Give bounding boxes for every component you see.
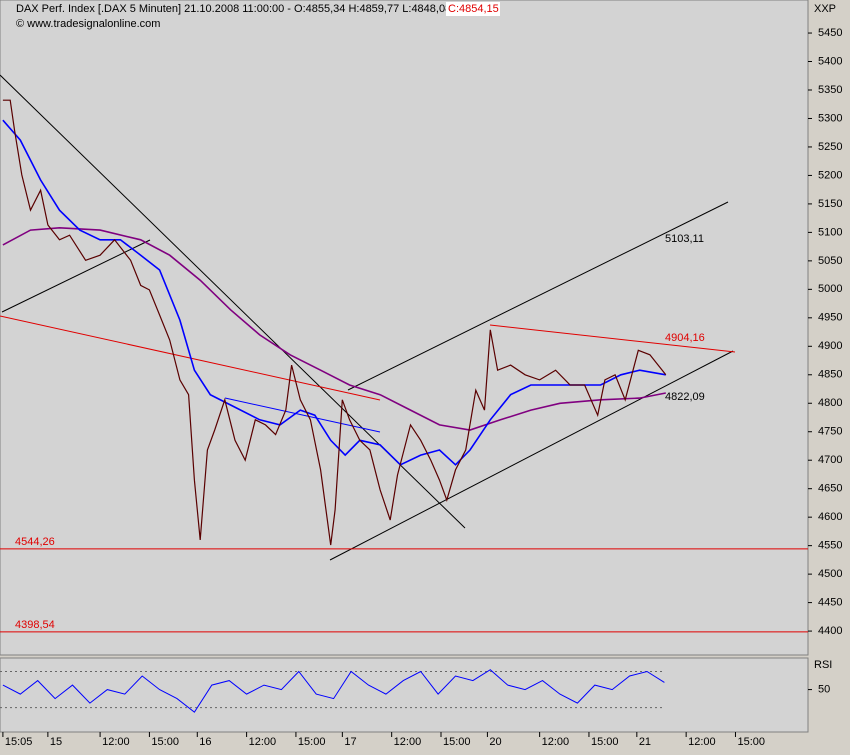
y-tick-label: 4950 (818, 312, 842, 324)
level-label: 4544,26 (15, 536, 55, 548)
trendline (1, 239, 151, 313)
last-close: C:4854,15 (448, 3, 499, 15)
x-tick-label: 15:00 (298, 736, 326, 748)
y-tick-label: 5050 (818, 255, 842, 267)
subtitle: © www.tradesignalonline.com (16, 18, 160, 30)
x-tick-label: 15:05 (5, 736, 33, 748)
y-tick-label: 5000 (818, 283, 842, 295)
y-tick-label: 4750 (818, 426, 842, 438)
trendline (329, 350, 734, 561)
x-tick-label: 16 (199, 736, 211, 748)
y-tick-label: 4400 (818, 625, 842, 637)
y-tick-label: 4700 (818, 454, 842, 466)
rsi-panel (0, 657, 809, 733)
rsi-tick-label: 50 (818, 683, 830, 695)
x-tick-label: 15:00 (151, 736, 179, 748)
trendline (0, 315, 381, 401)
x-tick-label: 15 (50, 736, 62, 748)
y-tick-label: 5150 (818, 198, 842, 210)
rsi-label: RSI (814, 659, 832, 671)
series-line (2, 226, 666, 431)
y-tick-label: 4450 (818, 597, 842, 609)
y-tick-label: 4550 (818, 540, 842, 552)
y-tick-label: 4850 (818, 369, 842, 381)
annotation: 4822,09 (665, 391, 705, 403)
trendline (489, 324, 736, 353)
y-tick-label: 5250 (818, 141, 842, 153)
y-tick-label: 4500 (818, 568, 842, 580)
series-line (2, 669, 665, 713)
x-tick-label: 20 (489, 736, 501, 748)
y-tick-label: 4800 (818, 397, 842, 409)
x-tick-label: 12:00 (249, 736, 277, 748)
axis-label: XXP (814, 3, 836, 15)
annotation: 4904,16 (665, 332, 705, 344)
chart-title: DAX Perf. Index [.DAX 5 Minuten] 21.10.2… (16, 3, 451, 15)
y-tick-label: 5400 (818, 55, 842, 67)
y-tick-label: 4900 (818, 340, 842, 352)
price-panel (0, 0, 809, 656)
close-box (446, 2, 500, 16)
series-line (2, 119, 666, 466)
x-tick-label: 15:00 (591, 736, 619, 748)
y-tick-label: 4650 (818, 483, 842, 495)
x-tick-label: 12:00 (102, 736, 130, 748)
x-tick-label: 12:00 (542, 736, 570, 748)
y-tick-label: 4600 (818, 511, 842, 523)
annotation: 5103,11 (665, 233, 704, 245)
x-tick-label: 15:00 (443, 736, 471, 748)
trendline (224, 397, 381, 433)
level-label: 4398,54 (15, 619, 55, 631)
x-tick-label: 21 (639, 736, 651, 748)
y-tick-label: 5300 (818, 112, 842, 124)
x-tick-label: 15:00 (737, 736, 765, 748)
y-tick-label: 5100 (818, 226, 842, 238)
x-tick-label: 17 (344, 736, 356, 748)
x-tick-label: 12:00 (688, 736, 716, 748)
y-tick-label: 5200 (818, 169, 842, 181)
y-tick-label: 5350 (818, 84, 842, 96)
x-tick-label: 12:00 (394, 736, 422, 748)
series-line (2, 99, 667, 546)
y-tick-label: 5450 (818, 27, 842, 39)
trendline (347, 201, 729, 391)
